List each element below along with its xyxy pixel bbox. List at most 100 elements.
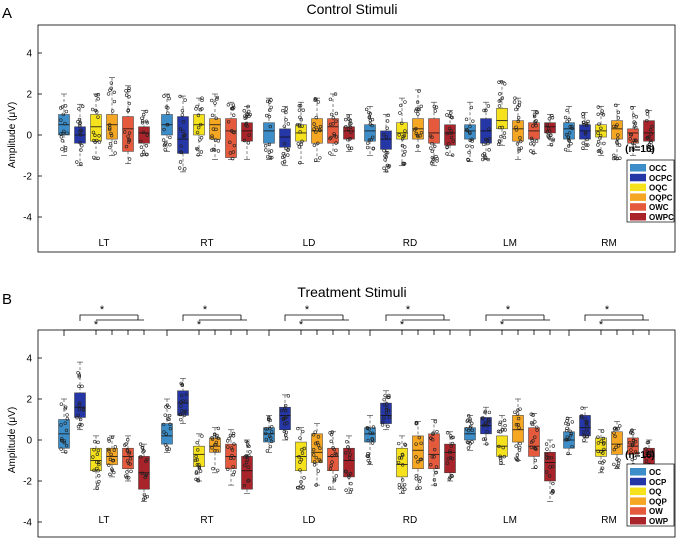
data-point <box>517 426 521 430</box>
data-point <box>649 138 653 143</box>
panel-label-b: B <box>2 291 12 308</box>
data-point <box>167 96 171 101</box>
data-point <box>96 115 100 119</box>
data-point <box>486 157 490 162</box>
data-point <box>143 475 147 480</box>
data-point <box>78 121 83 125</box>
data-point <box>144 144 149 148</box>
legend-label-oq: OQ <box>649 488 661 497</box>
y-tick-label: -4 <box>23 518 32 529</box>
data-point <box>196 113 201 118</box>
data-point <box>448 449 452 453</box>
data-point <box>417 89 421 93</box>
data-point <box>144 152 149 157</box>
legend-label-owpc: OWPC <box>649 213 674 222</box>
data-point <box>81 407 86 412</box>
data-point <box>269 430 274 434</box>
data-point <box>167 405 171 409</box>
data-point <box>314 115 318 120</box>
data-point <box>416 112 420 116</box>
data-point <box>216 436 221 441</box>
box-oc-rt <box>161 423 173 445</box>
data-point <box>414 126 418 131</box>
data-point <box>316 435 321 439</box>
data-point <box>465 144 469 148</box>
data-point <box>95 486 99 490</box>
data-point <box>93 439 97 444</box>
box-oqc-lm <box>496 108 508 130</box>
data-point <box>403 443 408 447</box>
box-owc-ld <box>327 118 339 144</box>
data-point <box>81 104 85 109</box>
data-point <box>550 113 554 118</box>
data-point <box>500 96 505 100</box>
data-point <box>403 149 407 154</box>
data-point <box>195 440 199 445</box>
data-point <box>586 431 590 435</box>
data-point <box>381 420 385 425</box>
data-point <box>140 153 144 157</box>
data-point <box>633 138 638 142</box>
data-point <box>368 112 372 116</box>
data-point <box>248 112 252 117</box>
data-point <box>518 441 522 446</box>
data-point <box>514 456 518 460</box>
data-point <box>650 451 654 455</box>
data-point <box>60 439 64 443</box>
data-point <box>612 124 616 129</box>
data-point <box>515 457 519 461</box>
data-point <box>213 138 218 142</box>
data-point <box>546 134 550 138</box>
data-point <box>585 420 589 424</box>
data-point <box>565 108 569 113</box>
data-point <box>213 101 217 105</box>
legend-label-owp: OWP <box>649 517 669 526</box>
data-point <box>63 421 67 425</box>
legend-label-owc: OWC <box>649 203 669 212</box>
box-oqc-rd <box>396 122 408 140</box>
sig-bracket-upper-group <box>199 315 247 321</box>
data-point <box>529 136 534 141</box>
data-point <box>312 122 316 126</box>
data-point <box>113 445 118 449</box>
data-point <box>139 145 144 149</box>
data-point <box>565 426 569 431</box>
data-point <box>232 442 236 446</box>
data-point <box>371 146 376 150</box>
data-point <box>397 456 402 460</box>
data-point <box>80 423 84 427</box>
data-point <box>242 483 247 488</box>
data-point <box>210 148 214 152</box>
data-point <box>210 134 214 138</box>
data-point <box>628 440 632 445</box>
data-point <box>182 409 186 414</box>
data-point <box>61 131 65 136</box>
data-point <box>633 439 638 444</box>
data-point <box>194 454 198 459</box>
data-point <box>429 436 433 440</box>
box-owp-rt <box>241 456 253 490</box>
data-point <box>498 420 503 424</box>
data-point <box>415 133 420 137</box>
data-point <box>600 461 605 465</box>
data-point <box>481 157 485 162</box>
data-point <box>80 384 84 389</box>
data-point <box>264 113 269 118</box>
data-point <box>533 420 537 424</box>
data-point <box>163 147 167 152</box>
sig-bracket-lower <box>369 329 444 336</box>
data-point <box>469 105 474 110</box>
legend-label-ocpc: OCPC <box>649 174 672 183</box>
data-point <box>581 141 585 145</box>
data-point <box>430 135 434 139</box>
data-point <box>516 116 521 120</box>
data-point <box>268 108 272 112</box>
data-point <box>232 143 236 148</box>
data-point <box>529 445 534 450</box>
data-point <box>212 432 217 437</box>
legend-swatch-oqp <box>630 497 646 505</box>
data-point <box>231 434 236 438</box>
data-point <box>385 126 389 130</box>
data-point <box>196 125 201 130</box>
data-point <box>331 116 336 120</box>
